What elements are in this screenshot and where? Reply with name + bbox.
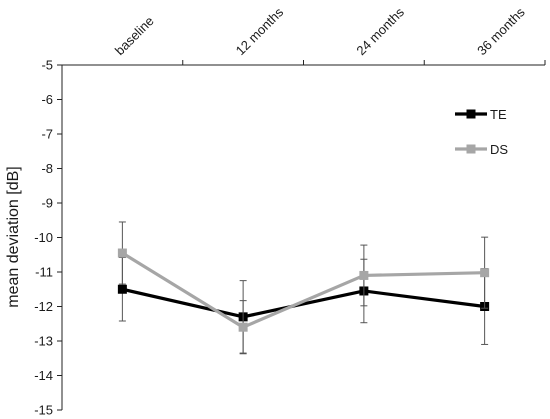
x-tick-label: baseline (112, 13, 157, 58)
y-ticks: -5 -6 -7 -8 -9 -10 -11 -12 -13 -14 -15 (34, 58, 62, 418)
legend: TE DS (455, 107, 508, 157)
y-tick-label: -15 (34, 403, 53, 418)
x-tick-label: 36 months (474, 4, 528, 58)
y-tick-label: -14 (34, 368, 53, 383)
data-point-marker (480, 268, 490, 278)
legend-marker (466, 144, 476, 154)
x-tick-label: 24 months (353, 4, 407, 58)
y-tick-label: -6 (41, 92, 53, 107)
y-axis-label: mean deviation [dB] (5, 166, 22, 307)
y-tick-label: -5 (41, 58, 53, 73)
series-ds (117, 221, 490, 355)
y-tick-label: -8 (41, 161, 53, 176)
data-point-marker (238, 322, 248, 332)
data-point-marker (359, 270, 369, 280)
y-tick-label: -12 (34, 299, 53, 314)
legend-label: DS (490, 142, 508, 157)
y-tick-label: -13 (34, 334, 53, 349)
y-tick-label: -7 (41, 127, 53, 142)
data-point-marker (117, 248, 127, 258)
y-tick-label: -11 (35, 265, 53, 280)
series-te (117, 257, 490, 354)
series-line (122, 287, 485, 319)
data-point-marker (117, 284, 127, 294)
legend-label: TE (490, 107, 507, 122)
x-tick-label: 12 months (233, 4, 287, 58)
series-line (121, 251, 485, 329)
y-tick-label: -10 (34, 230, 53, 245)
legend-marker (466, 109, 476, 119)
y-tick-label: -9 (41, 196, 53, 211)
x-ticks: baseline 12 months 24 months 36 months (112, 4, 546, 65)
plot-area (117, 221, 490, 355)
